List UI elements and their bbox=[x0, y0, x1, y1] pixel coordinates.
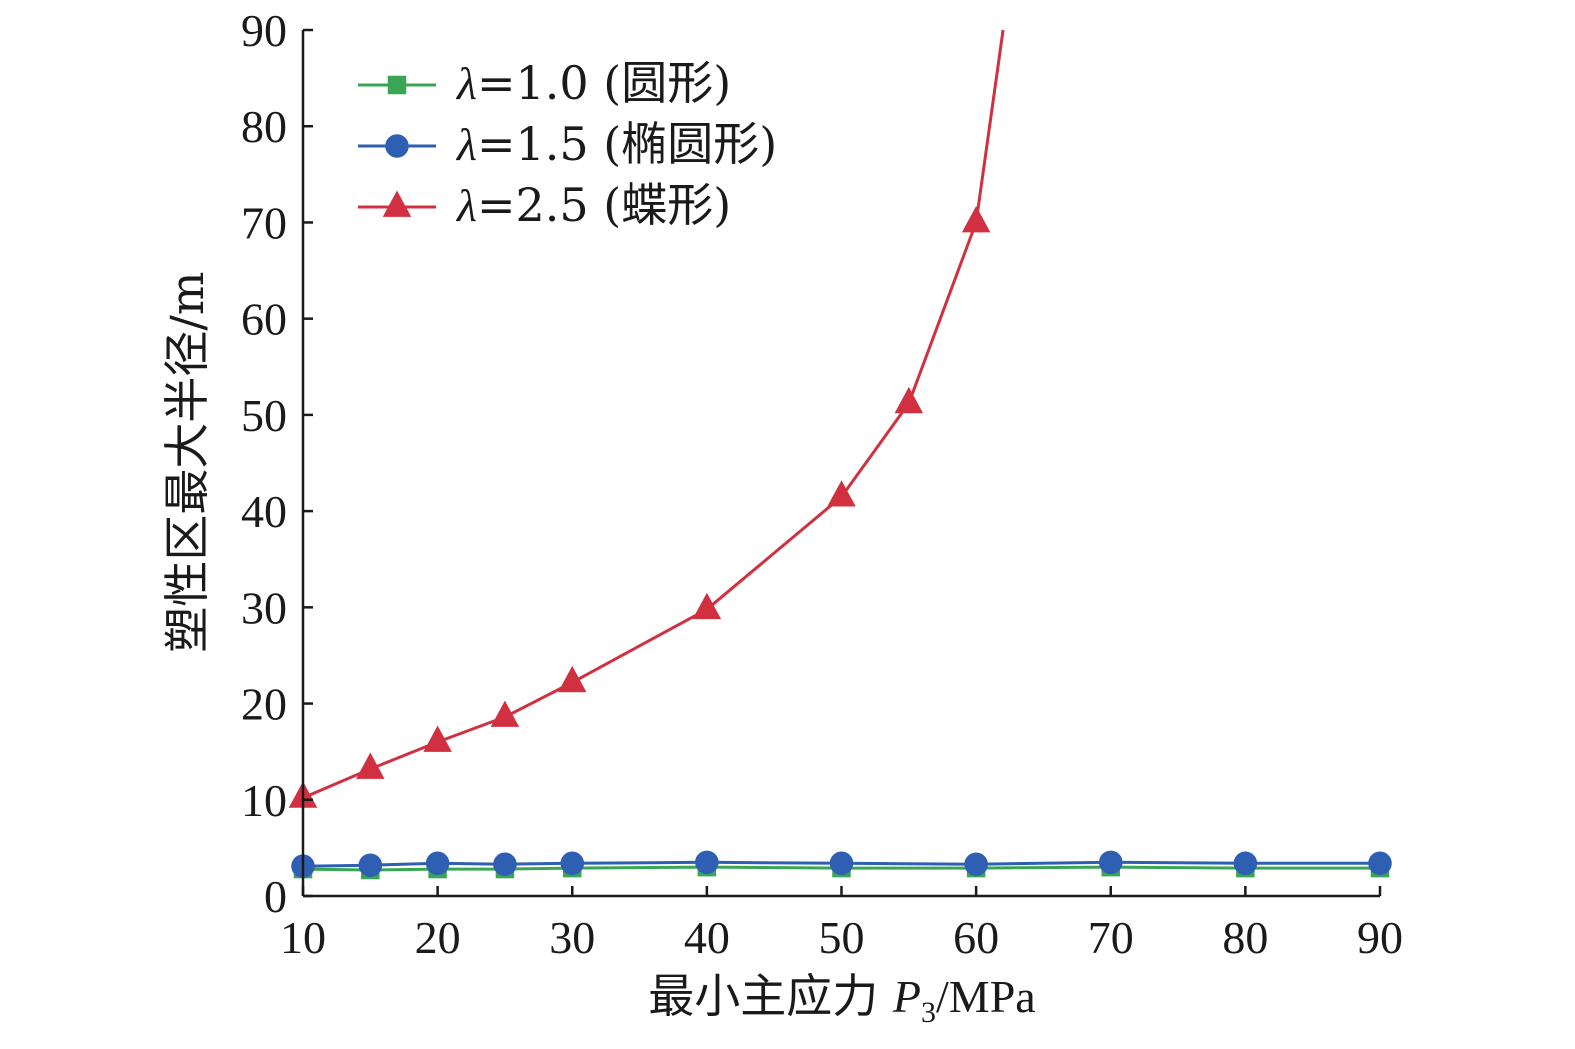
data-point bbox=[695, 850, 719, 875]
y-tick-label: 0 bbox=[264, 871, 287, 922]
y-tick-label: 20 bbox=[241, 679, 287, 730]
x-ticks: 10 20 30 40 50 60 70 80 90 bbox=[280, 886, 1403, 963]
x-tick-label: 30 bbox=[549, 912, 595, 963]
data-point bbox=[1233, 851, 1258, 876]
series-layer bbox=[288, 29, 1392, 880]
x-tick-label: 70 bbox=[1088, 912, 1134, 963]
x-axis-title-unit: /MPa bbox=[936, 971, 1036, 1022]
data-point bbox=[557, 665, 587, 693]
legend-swatch-marker bbox=[385, 134, 409, 158]
y-tick-label: 50 bbox=[241, 390, 287, 441]
series-3 bbox=[288, 29, 1005, 808]
x-tick-label: 50 bbox=[819, 912, 865, 963]
legend-item-3: λ=2.5 (蝶形) bbox=[358, 178, 731, 232]
y-tick-label: 70 bbox=[241, 197, 287, 248]
x-axis-title-main: 最小主应力 bbox=[648, 969, 893, 1023]
y-tick-label: 90 bbox=[241, 5, 287, 56]
legend-label-1-var: λ bbox=[455, 58, 477, 109]
data-point bbox=[1368, 851, 1392, 876]
legend-label-2-text: =1.5 (椭圆形) bbox=[477, 117, 777, 171]
data-point bbox=[493, 852, 517, 876]
legend-swatch-marker bbox=[382, 190, 412, 217]
x-axis-title-variable: P bbox=[892, 971, 921, 1022]
y-tick-label: 10 bbox=[241, 775, 287, 826]
series-2 bbox=[291, 850, 1392, 878]
y-tick-label: 60 bbox=[241, 294, 287, 345]
data-point bbox=[961, 205, 991, 233]
y-axis-title: 塑性区最大半径/m bbox=[160, 271, 214, 652]
legend-label-3-var: λ bbox=[455, 180, 477, 231]
data-point bbox=[894, 386, 924, 414]
y-tick-label: 40 bbox=[241, 486, 287, 537]
data-point bbox=[827, 480, 856, 507]
data-point bbox=[692, 592, 722, 620]
x-axis-title-subscript: 3 bbox=[921, 996, 936, 1029]
data-point bbox=[358, 853, 383, 877]
x-tick-label: 10 bbox=[280, 912, 326, 963]
legend-label-1-text: =1.0 (圆形) bbox=[477, 56, 731, 110]
data-point bbox=[490, 700, 520, 727]
y-tick-label: 80 bbox=[241, 101, 287, 152]
legend-label-2-var: λ bbox=[455, 119, 477, 170]
x-tick-label: 40 bbox=[684, 912, 730, 963]
legend-label-3-text: =2.5 (蝶形) bbox=[477, 178, 731, 232]
legend-label-3: λ=2.5 (蝶形) bbox=[455, 178, 731, 232]
legend-swatch-2 bbox=[358, 134, 436, 158]
x-axis-title: 最小主应力 P3/MPa bbox=[648, 969, 1035, 1029]
x-tick-label: 90 bbox=[1357, 912, 1403, 963]
legend-label-1: λ=1.0 (圆形) bbox=[455, 56, 731, 110]
legend-item-2: λ=1.5 (椭圆形) bbox=[358, 117, 777, 171]
x-tick-label: 60 bbox=[953, 912, 999, 963]
y-ticks: 0 10 20 30 40 50 60 70 80 90 bbox=[241, 5, 313, 922]
data-point bbox=[964, 852, 988, 876]
data-point bbox=[829, 851, 854, 876]
legend-label-2: λ=1.5 (椭圆形) bbox=[455, 117, 777, 171]
x-tick-label: 80 bbox=[1222, 912, 1268, 963]
x-tick-label: 20 bbox=[415, 912, 461, 963]
data-point bbox=[1099, 850, 1123, 875]
legend-item-1: λ=1.0 (圆形) bbox=[358, 56, 731, 110]
data-point bbox=[423, 725, 452, 752]
legend-swatch-1 bbox=[358, 75, 436, 95]
data-point bbox=[560, 851, 584, 876]
legend-swatch-3 bbox=[358, 190, 436, 217]
data-point bbox=[425, 851, 450, 876]
legend-swatch-marker bbox=[387, 75, 407, 95]
legend: λ=1.0 (圆形) λ=1.5 (椭圆形) λ=2.5 (蝶形) bbox=[358, 56, 777, 232]
data-point bbox=[356, 752, 385, 779]
y-tick-label: 30 bbox=[241, 582, 287, 633]
